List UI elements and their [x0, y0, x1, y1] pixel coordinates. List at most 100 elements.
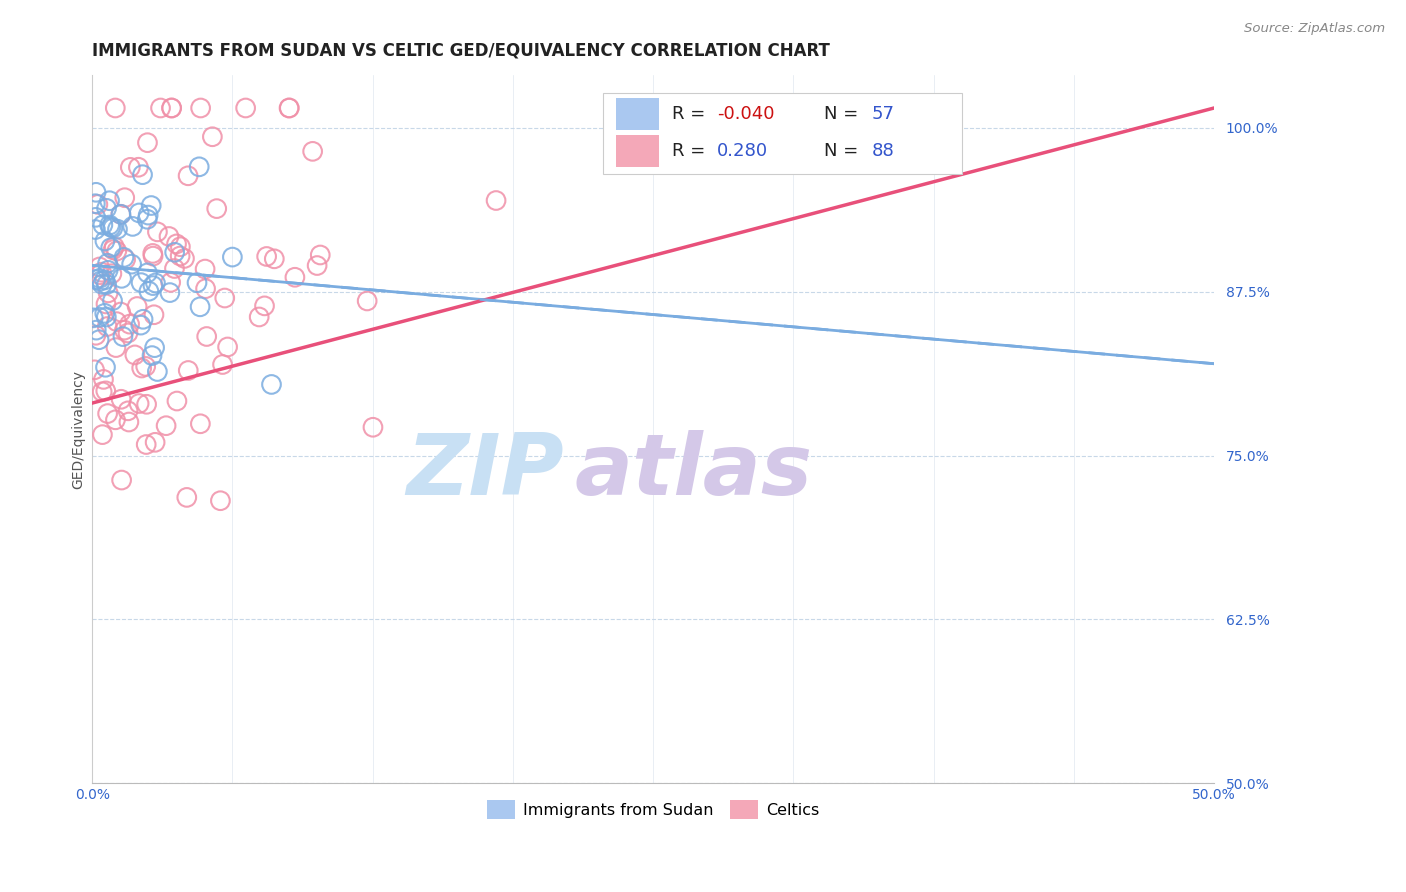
Point [132, 312, 155, 326]
Point [138, 284, 160, 298]
Point [160, 101, 183, 115]
Point [101, 267, 124, 281]
Point [142, 249, 165, 263]
Point [101, 243, 124, 257]
Point [301, 145, 323, 159]
Point [136, 212, 159, 227]
Point [103, 240, 125, 254]
Point [94, 360, 117, 375]
Point [135, 437, 157, 451]
Point [253, 299, 276, 313]
FancyBboxPatch shape [616, 98, 659, 130]
Point [87, 333, 110, 347]
Point [110, 305, 132, 319]
Point [117, 326, 139, 340]
Point [221, 250, 243, 264]
Point [263, 252, 285, 266]
Point [96, 310, 118, 324]
Point [190, 417, 212, 431]
Text: Source: ZipAtlas.com: Source: ZipAtlas.com [1244, 22, 1385, 36]
Point [121, 257, 143, 271]
Point [195, 329, 218, 343]
Point [143, 308, 166, 322]
Point [135, 359, 157, 374]
Point [105, 244, 128, 258]
Point [177, 363, 200, 377]
Point [94, 234, 117, 248]
Point [84, 186, 107, 200]
Point [110, 271, 132, 285]
Text: -0.040: -0.040 [717, 105, 775, 123]
Text: atlas: atlas [575, 430, 813, 513]
Point [96, 202, 118, 216]
Point [110, 473, 132, 487]
Point [163, 245, 186, 260]
Point [166, 236, 188, 251]
Point [96, 277, 118, 292]
Point [356, 293, 378, 308]
Point [143, 341, 166, 355]
Point [205, 202, 228, 216]
Point [104, 341, 127, 355]
Point [110, 207, 132, 221]
Point [129, 276, 152, 290]
Point [104, 101, 127, 115]
Point [169, 240, 191, 254]
Point [114, 323, 136, 337]
Point [136, 136, 159, 150]
Y-axis label: GED/Equivalency: GED/Equivalency [72, 370, 86, 489]
Point [82, 310, 104, 325]
Point [84, 272, 107, 286]
Point [159, 276, 181, 290]
Point [128, 396, 150, 410]
Point [111, 329, 134, 343]
Point [173, 252, 195, 266]
Point [188, 160, 211, 174]
Point [101, 221, 124, 235]
Point [84, 196, 107, 211]
Point [149, 101, 172, 115]
Text: R =: R = [672, 105, 711, 123]
Text: IMMIGRANTS FROM SUDAN VS CELTIC GED/EQUIVALENCY CORRELATION CHART: IMMIGRANTS FROM SUDAN VS CELTIC GED/EQUI… [93, 42, 830, 60]
Point [96, 319, 118, 334]
Point [361, 420, 384, 434]
Point [121, 219, 143, 234]
Point [94, 384, 117, 398]
Point [194, 282, 217, 296]
Point [142, 246, 165, 260]
Point [110, 207, 132, 221]
Point [141, 198, 163, 212]
Text: 88: 88 [872, 142, 894, 160]
Text: R =: R = [672, 142, 711, 160]
Point [190, 101, 212, 115]
Point [235, 101, 257, 115]
Point [141, 349, 163, 363]
Point [110, 392, 132, 407]
Point [131, 168, 153, 182]
Point [89, 260, 111, 274]
Point [278, 101, 301, 115]
Point [87, 197, 110, 211]
Point [118, 317, 141, 331]
Point [91, 277, 114, 292]
Point [143, 435, 166, 450]
Point [97, 263, 120, 277]
Point [84, 323, 107, 337]
Point [209, 493, 232, 508]
Point [284, 270, 307, 285]
Point [247, 310, 270, 324]
Point [186, 276, 208, 290]
Point [124, 348, 146, 362]
Point [104, 413, 127, 427]
Point [256, 250, 278, 264]
Text: N =: N = [824, 105, 863, 123]
Point [89, 268, 111, 282]
Point [127, 160, 149, 174]
Point [97, 285, 120, 300]
Point [84, 222, 107, 236]
Point [485, 194, 508, 208]
Point [101, 293, 124, 308]
Text: ZIP: ZIP [406, 430, 564, 513]
Point [135, 397, 157, 411]
Point [159, 285, 181, 300]
